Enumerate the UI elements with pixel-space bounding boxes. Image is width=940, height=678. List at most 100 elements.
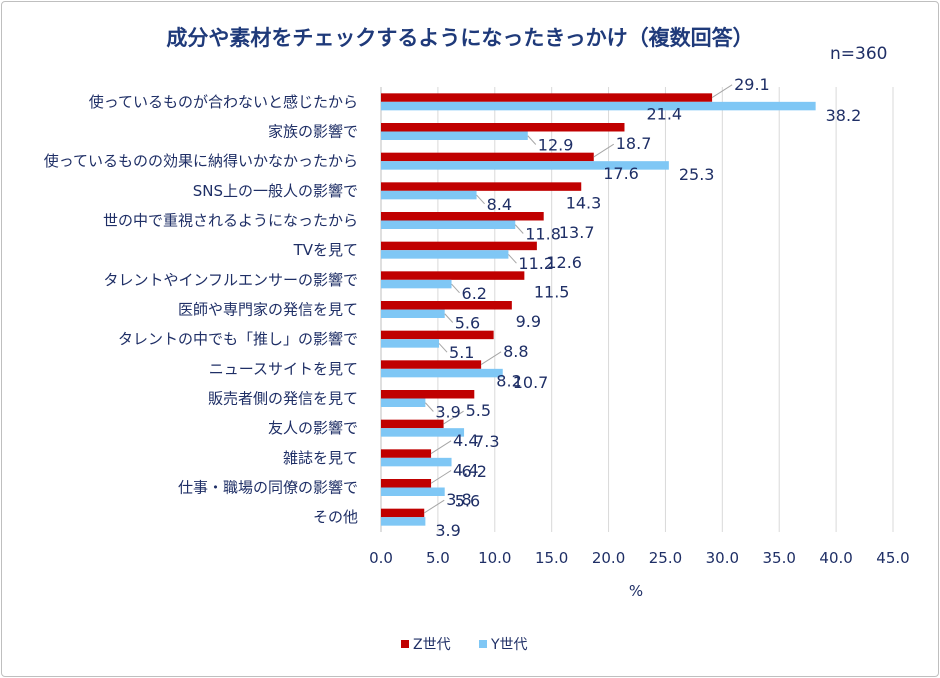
bar-z-generation [381, 479, 432, 488]
x-tick-label: 45.0 [876, 549, 909, 567]
leader-line [514, 224, 524, 234]
bar-y-generation [381, 190, 477, 200]
data-label-z-generation: 3.8 [446, 490, 471, 509]
x-tick-labels: 0.0 5.0 10.0 15.0 20.0 25.0 30.0 35.0 40.0 45.0 [369, 549, 910, 567]
bar-y-generation [381, 457, 452, 467]
category-label: 世の中で重視されるようになったから [103, 212, 358, 230]
bar-y-generation [381, 487, 445, 496]
sample-size-note: n=360 [830, 44, 888, 64]
data-label-y-generation: 11.8 [525, 225, 561, 244]
data-label-z-generation: 9.9 [516, 312, 541, 331]
data-label-y-generation: 6.2 [462, 462, 487, 481]
data-labels: 29.1 38.2 21.4 12.9 18.7 25.3 17.6 8.4 14.3 11.8 1… [435, 75, 861, 540]
data-label-y-generation: 12.9 [538, 136, 574, 155]
data-label-y-generation: 5.1 [449, 343, 474, 362]
bar-y-generation [381, 398, 426, 407]
data-label-y-generation: 11.2 [518, 254, 554, 273]
data-label-y-generation: 3.9 [435, 403, 460, 422]
leader-line [527, 135, 537, 145]
bar-z-generation [381, 419, 444, 429]
category-label: タレントやインフルエンサーの影響で [103, 271, 358, 289]
bar-y-generation [381, 101, 816, 111]
bar-y-generation [381, 517, 426, 526]
leader-line [430, 470, 452, 484]
bar-z-generation [381, 449, 432, 458]
data-label-z-generation: 4.4 [453, 431, 478, 450]
category-label: 家族の影響で [268, 123, 358, 141]
category-label: TVを見て [293, 241, 358, 259]
category-label: SNS上の一般人の影響で [193, 182, 358, 200]
legend-label-z-generation[interactable]: Z世代 [413, 637, 451, 653]
bar-z-generation [381, 212, 544, 221]
bars [381, 93, 816, 526]
category-label: その他 [313, 508, 358, 526]
category-label: 使っているものの効果に納得いかなかったから [44, 152, 358, 170]
data-label-y-generation: 3.9 [435, 521, 460, 540]
leader-line [438, 343, 448, 353]
bar-z-generation [381, 330, 494, 340]
data-label-z-generation: 17.6 [603, 164, 639, 183]
data-label-y-generation: 10.7 [513, 373, 549, 392]
data-label-z-generation: 14.3 [566, 194, 602, 213]
category-label: 医師や専門家の発信を見て [178, 301, 358, 319]
legend[interactable]: Z世代 Y世代 [401, 637, 528, 653]
x-tick-label: 20.0 [592, 549, 625, 567]
bar-z-generation [381, 360, 482, 369]
leader-line [425, 402, 434, 412]
chart-title: 成分や素材をチェックするようになったきっかけ（複数回答） [166, 26, 754, 50]
bar-y-generation [381, 309, 445, 318]
data-label-y-generation: 7.3 [474, 432, 499, 451]
category-labels: 使っているものが合わないと感じたから家族の影響で使っているものの効果に納得いかな… [44, 93, 358, 526]
bar-z-generation [381, 271, 525, 280]
leader-line [711, 84, 733, 99]
data-label-z-generation: 29.1 [734, 75, 770, 94]
data-label-z-generation: 12.6 [546, 253, 582, 272]
data-label-y-generation: 25.3 [679, 165, 715, 184]
bar-y-generation [381, 161, 669, 170]
leader-line [480, 351, 502, 366]
data-label-y-generation: 8.4 [487, 195, 512, 214]
data-label-y-generation: 5.6 [455, 314, 480, 333]
bar-y-generation [381, 279, 452, 289]
category-label: 販売者側の発信を見て [208, 390, 358, 408]
category-label: 友人の影響で [268, 419, 358, 437]
legend-swatch-z-generation [401, 640, 409, 648]
x-tick-label: 5.0 [426, 549, 450, 567]
leader-line [451, 283, 460, 294]
leader-line [508, 254, 517, 264]
x-tick-label: 25.0 [649, 549, 682, 567]
bar-z-generation [381, 390, 475, 399]
data-label-z-generation: 8.2 [496, 372, 521, 391]
bar-z-generation [381, 182, 582, 191]
legend-swatch-y-generation [479, 640, 487, 648]
category-label: ニュースサイトを見て [209, 360, 358, 378]
bar-y-generation [381, 368, 503, 378]
leader-line [423, 499, 445, 514]
bar-z-generation [381, 508, 425, 518]
data-label-y-generation: 38.2 [826, 106, 862, 125]
category-label: 仕事・職場の同僚の影響で [178, 479, 358, 497]
bar-z-generation [381, 93, 713, 102]
bar-z-generation [381, 123, 625, 132]
bar-z-generation [381, 152, 594, 162]
leader-line [476, 194, 485, 205]
legend-label-y-generation[interactable]: Y世代 [490, 637, 528, 653]
data-label-z-generation: 18.7 [616, 134, 652, 153]
category-label: 雑誌を見て [283, 449, 358, 467]
x-tick-label: 0.0 [369, 549, 393, 567]
leader-line [443, 410, 464, 425]
bar-y-generation [381, 220, 516, 229]
leader-line [593, 143, 615, 158]
category-label: 使っているものが合わないと感じたから [89, 93, 358, 111]
x-tick-label: 10.0 [478, 549, 511, 567]
data-label-z-generation: 5.5 [466, 401, 491, 420]
data-label-z-generation: 11.5 [534, 283, 570, 302]
leader-lines [423, 84, 733, 514]
data-label-z-generation: 21.4 [646, 105, 682, 124]
bar-z-generation [381, 301, 512, 310]
data-label-z-generation: 8.8 [503, 342, 528, 361]
x-tick-label: 15.0 [535, 549, 568, 567]
bar-y-generation [381, 339, 440, 348]
x-tick-label: 30.0 [706, 549, 739, 567]
